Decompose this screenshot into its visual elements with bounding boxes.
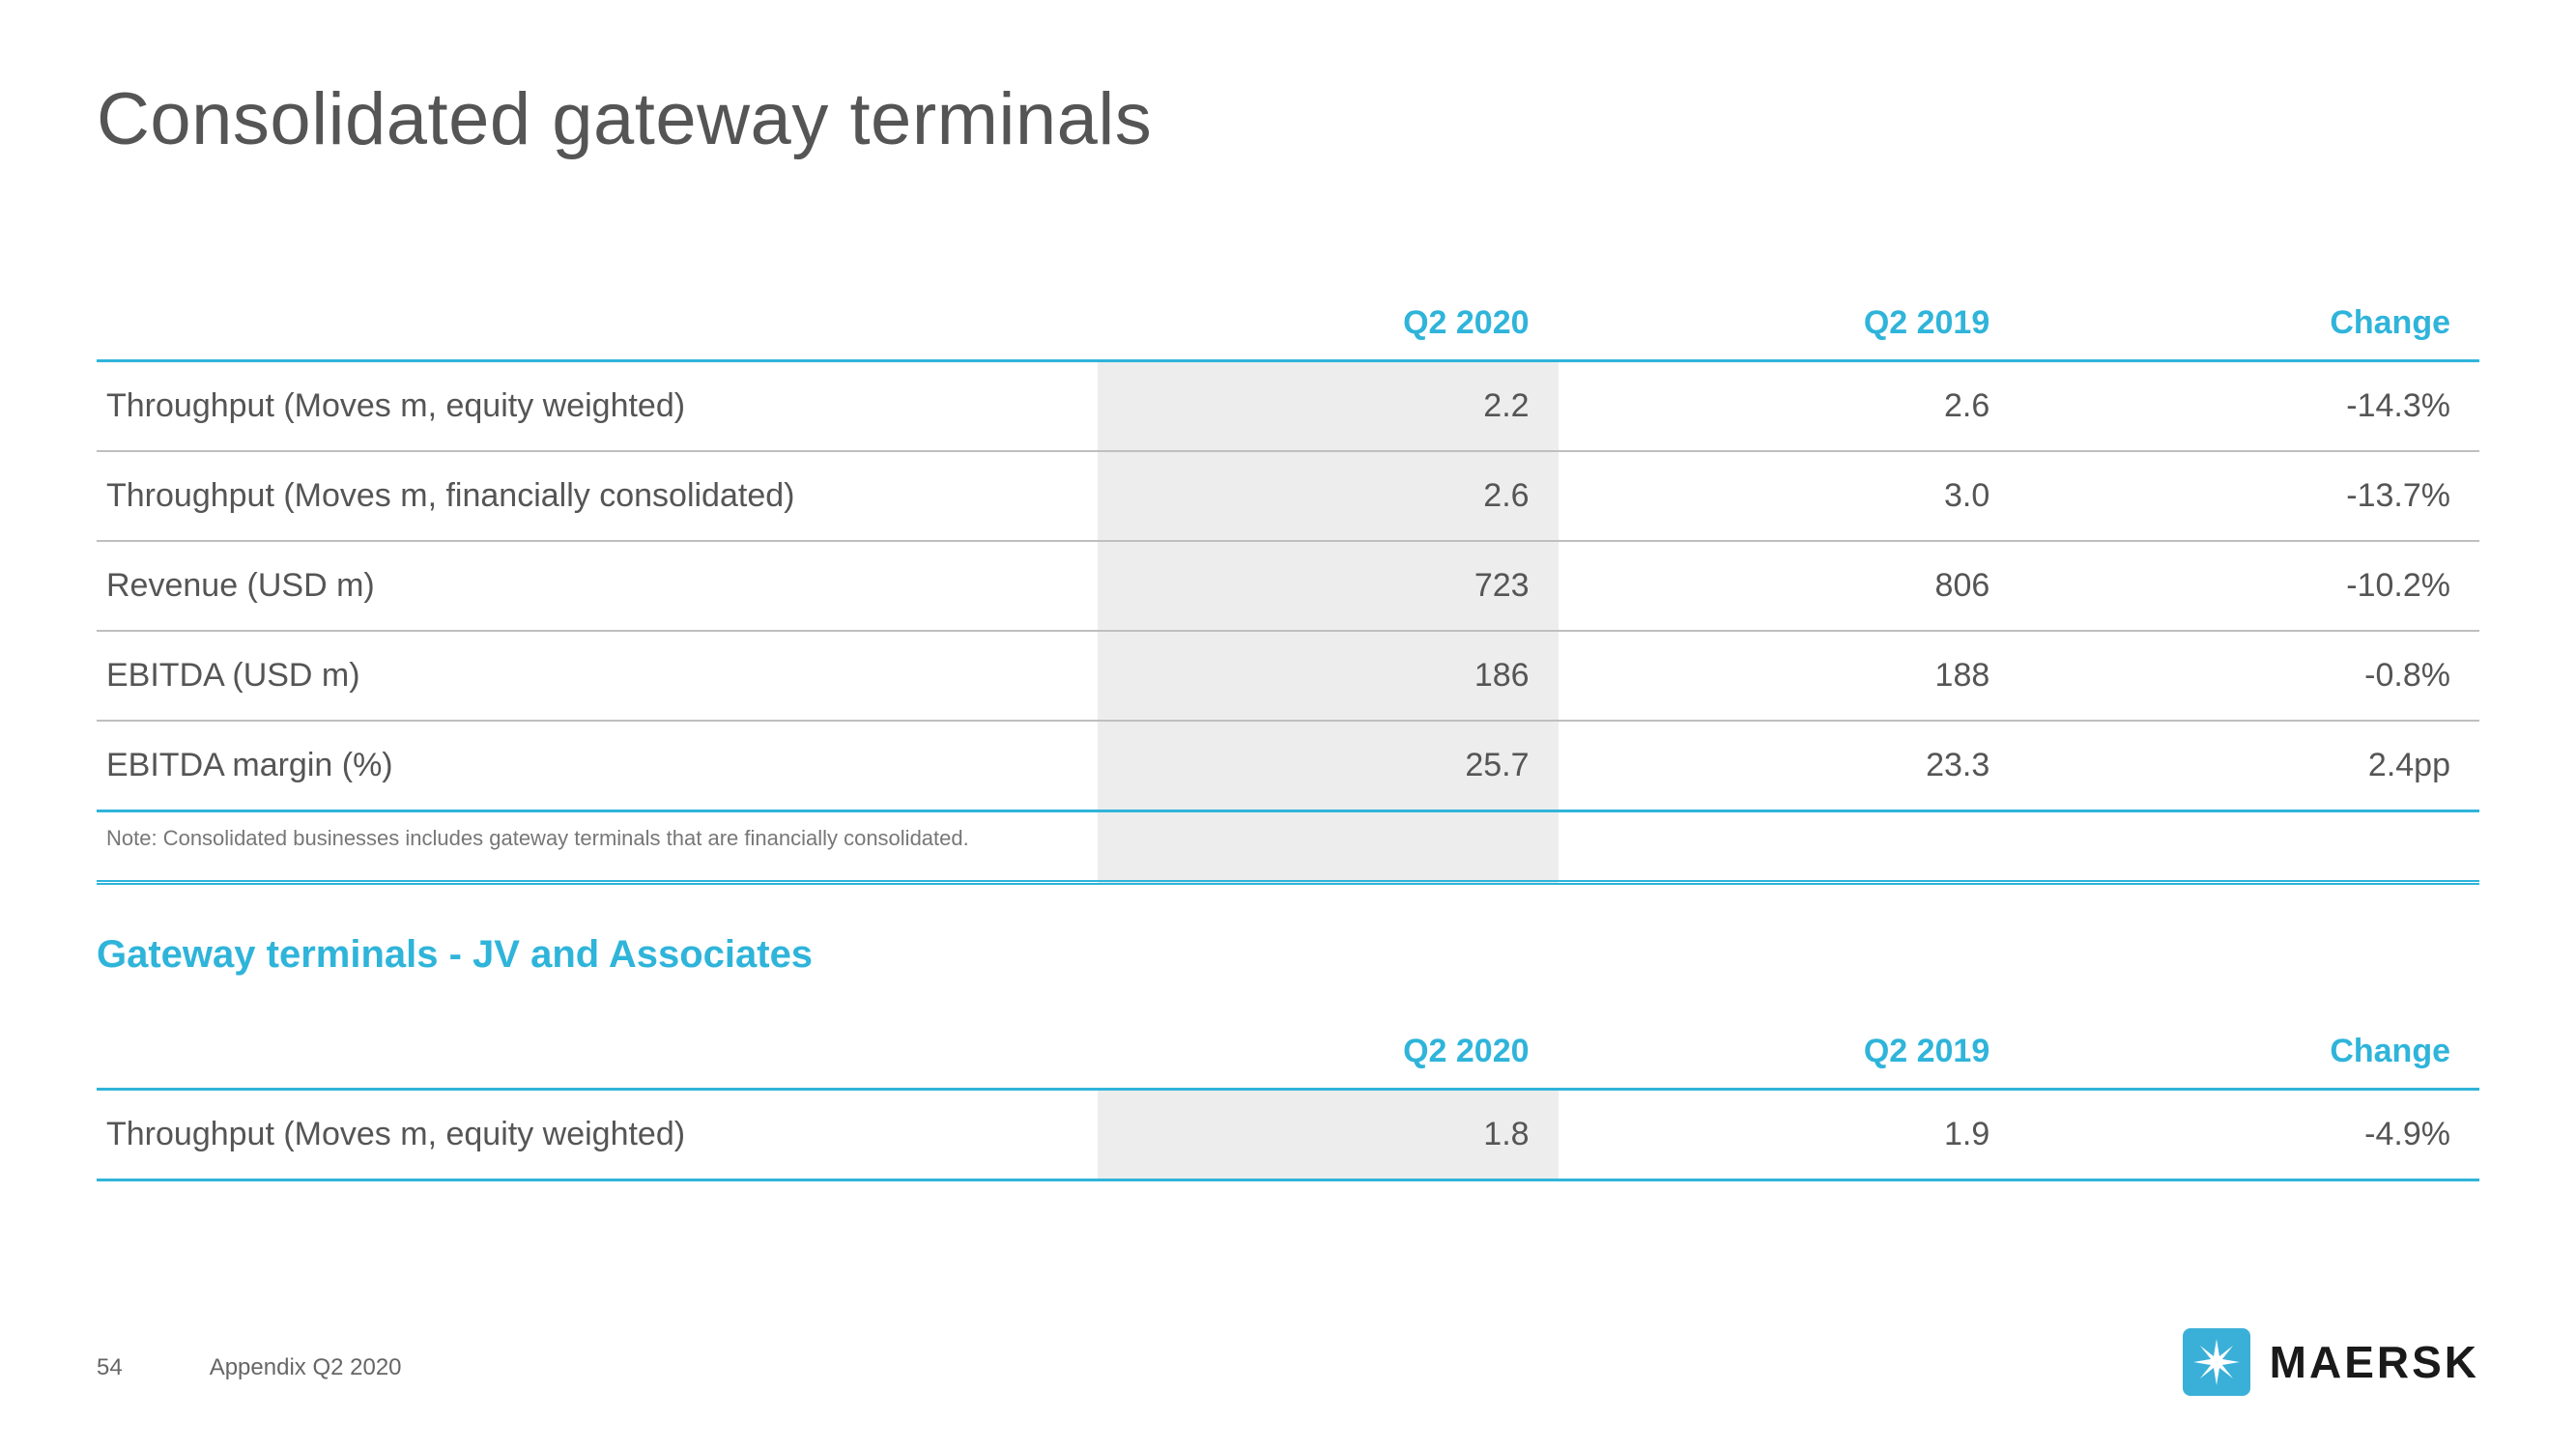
section-subhead: Gateway terminals - JV and Associates <box>97 933 2479 977</box>
row-label: EBITDA margin (%) <box>97 721 1098 811</box>
doc-label: Appendix Q2 2020 <box>210 1354 402 1381</box>
page-title: Consolidated gateway terminals <box>97 77 2479 161</box>
cell-q2-2019: 23.3 <box>1559 721 2019 811</box>
table-row: Throughput (Moves m, financially consoli… <box>97 451 2479 541</box>
col-header-q2-2020: Q2 2020 <box>1098 287 1559 361</box>
col-header-change: Change <box>2018 287 2479 361</box>
row-label: Throughput (Moves m, equity weighted) <box>97 1090 1098 1180</box>
note-spacer <box>1559 811 2019 883</box>
cell-change: 2.4pp <box>2018 721 2479 811</box>
cell-q2-2019: 3.0 <box>1559 451 2019 541</box>
col-header-q2-2019: Q2 2019 <box>1559 1015 2019 1090</box>
table-row: Throughput (Moves m, equity weighted) 2.… <box>97 361 2479 452</box>
table-note-row: Note: Consolidated businesses includes g… <box>97 811 2479 883</box>
note-spacer <box>1098 811 1559 883</box>
cell-change: -10.2% <box>2018 541 2479 631</box>
row-label: EBITDA (USD m) <box>97 631 1098 721</box>
row-label: Throughput (Moves m, financially consoli… <box>97 451 1098 541</box>
cell-q2-2020: 723 <box>1098 541 1559 631</box>
cell-q2-2020: 186 <box>1098 631 1559 721</box>
cell-change: -13.7% <box>2018 451 2479 541</box>
cell-q2-2019: 188 <box>1559 631 2019 721</box>
col-header-label <box>97 287 1098 361</box>
table-header-row: Q2 2020 Q2 2019 Change <box>97 287 2479 361</box>
cell-q2-2020: 1.8 <box>1098 1090 1559 1180</box>
table-row: Revenue (USD m) 723 806 -10.2% <box>97 541 2479 631</box>
cell-q2-2019: 2.6 <box>1559 361 2019 452</box>
page-number: 54 <box>97 1354 123 1381</box>
cell-q2-2019: 1.9 <box>1559 1090 2019 1180</box>
jv-associates-table: Q2 2020 Q2 2019 Change Throughput (Moves… <box>97 1015 2479 1181</box>
col-header-q2-2020: Q2 2020 <box>1098 1015 1559 1090</box>
col-header-q2-2019: Q2 2019 <box>1559 287 2019 361</box>
col-header-change: Change <box>2018 1015 2479 1090</box>
cell-change: -14.3% <box>2018 361 2479 452</box>
cell-change: -0.8% <box>2018 631 2479 721</box>
table-row: Throughput (Moves m, equity weighted) 1.… <box>97 1090 2479 1180</box>
cell-change: -4.9% <box>2018 1090 2479 1180</box>
cell-q2-2019: 806 <box>1559 541 2019 631</box>
table-header-row: Q2 2020 Q2 2019 Change <box>97 1015 2479 1090</box>
cell-q2-2020: 2.6 <box>1098 451 1559 541</box>
maersk-star-icon <box>2183 1328 2250 1396</box>
col-header-label <box>97 1015 1098 1090</box>
table-row: EBITDA (USD m) 186 188 -0.8% <box>97 631 2479 721</box>
brand-name: MAERSK <box>2270 1336 2479 1388</box>
footer: 54 Appendix Q2 2020 <box>97 1354 402 1381</box>
cell-q2-2020: 2.2 <box>1098 361 1559 452</box>
consolidated-table: Q2 2020 Q2 2019 Change Throughput (Moves… <box>97 287 2479 885</box>
brand-logo: MAERSK <box>2183 1328 2479 1396</box>
row-label: Revenue (USD m) <box>97 541 1098 631</box>
note-spacer <box>2018 811 2479 883</box>
row-label: Throughput (Moves m, equity weighted) <box>97 361 1098 452</box>
table-row: EBITDA margin (%) 25.7 23.3 2.4pp <box>97 721 2479 811</box>
cell-q2-2020: 25.7 <box>1098 721 1559 811</box>
table-note: Note: Consolidated businesses includes g… <box>97 811 1098 883</box>
